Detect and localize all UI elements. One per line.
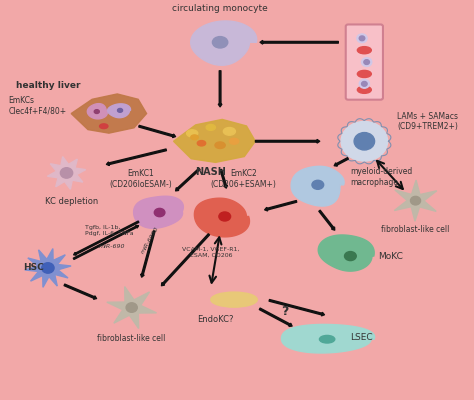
Polygon shape	[134, 196, 183, 228]
Text: VCAM-1, VGEF-R1,
ESAM, CD206: VCAM-1, VGEF-R1, ESAM, CD206	[182, 247, 239, 258]
Ellipse shape	[362, 82, 367, 86]
Ellipse shape	[197, 140, 206, 146]
Ellipse shape	[341, 122, 388, 161]
Text: healthy liver: healthy liver	[16, 81, 80, 90]
FancyBboxPatch shape	[346, 24, 383, 100]
Polygon shape	[87, 104, 107, 119]
Text: HSC: HSC	[24, 264, 45, 272]
Ellipse shape	[357, 47, 371, 54]
Polygon shape	[173, 120, 255, 162]
Text: myeloid-derived
macrophage: myeloid-derived macrophage	[350, 167, 413, 186]
Ellipse shape	[362, 58, 372, 66]
Ellipse shape	[354, 132, 374, 150]
Text: miR-690: miR-690	[99, 244, 126, 249]
Ellipse shape	[126, 303, 137, 312]
Polygon shape	[47, 157, 86, 189]
Polygon shape	[191, 21, 257, 65]
Text: NASH: NASH	[195, 167, 226, 177]
Ellipse shape	[345, 252, 356, 260]
Ellipse shape	[357, 86, 371, 93]
Ellipse shape	[359, 36, 365, 41]
Polygon shape	[194, 198, 249, 237]
Text: circulating monocyte: circulating monocyte	[172, 4, 268, 12]
Text: EmKC1
(CD206loESAM-): EmKC1 (CD206loESAM-)	[109, 169, 173, 189]
Ellipse shape	[219, 212, 231, 221]
Ellipse shape	[100, 124, 108, 128]
Text: EmKC2
(CD206+ESAM+): EmKC2 (CD206+ESAM+)	[210, 169, 276, 189]
Polygon shape	[291, 166, 344, 206]
Polygon shape	[108, 104, 130, 118]
Ellipse shape	[364, 60, 369, 64]
Text: ?: ?	[282, 305, 289, 318]
Ellipse shape	[118, 108, 123, 112]
Ellipse shape	[187, 130, 198, 137]
Ellipse shape	[357, 34, 367, 43]
Text: EndoKC?: EndoKC?	[197, 316, 234, 324]
Text: LSEC: LSEC	[350, 333, 373, 342]
Ellipse shape	[410, 196, 420, 205]
Ellipse shape	[312, 180, 324, 189]
Ellipse shape	[191, 135, 198, 140]
Ellipse shape	[223, 128, 236, 135]
Text: fibroblast-like cell: fibroblast-like cell	[382, 225, 450, 234]
Text: miR-6990: miR-6990	[140, 226, 160, 255]
Polygon shape	[282, 324, 374, 353]
Text: fibroblast-like cell: fibroblast-like cell	[98, 334, 166, 344]
Ellipse shape	[229, 138, 239, 144]
Polygon shape	[71, 94, 146, 133]
Ellipse shape	[212, 36, 228, 48]
Ellipse shape	[155, 208, 165, 217]
Ellipse shape	[206, 124, 216, 130]
Polygon shape	[394, 180, 437, 221]
Text: MoKC: MoKC	[378, 252, 403, 260]
Ellipse shape	[319, 336, 335, 343]
Polygon shape	[25, 249, 71, 287]
Ellipse shape	[42, 263, 54, 273]
Ellipse shape	[94, 110, 99, 114]
Text: KC depletion: KC depletion	[45, 198, 98, 206]
Text: LAMs + SAMacs
(CD9+TREM2+): LAMs + SAMacs (CD9+TREM2+)	[397, 112, 458, 131]
Ellipse shape	[357, 70, 371, 78]
Polygon shape	[318, 235, 374, 271]
Ellipse shape	[211, 292, 257, 307]
Ellipse shape	[60, 168, 73, 178]
Polygon shape	[107, 286, 156, 328]
Ellipse shape	[359, 80, 369, 88]
Text: EmKCs
Clec4f+F4/80+: EmKCs Clec4f+F4/80+	[9, 96, 66, 115]
Text: Tgfb, IL-1b,
Pdgf, IL-6, TNFa: Tgfb, IL-1b, Pdgf, IL-6, TNFa	[85, 225, 134, 236]
Ellipse shape	[215, 142, 225, 148]
